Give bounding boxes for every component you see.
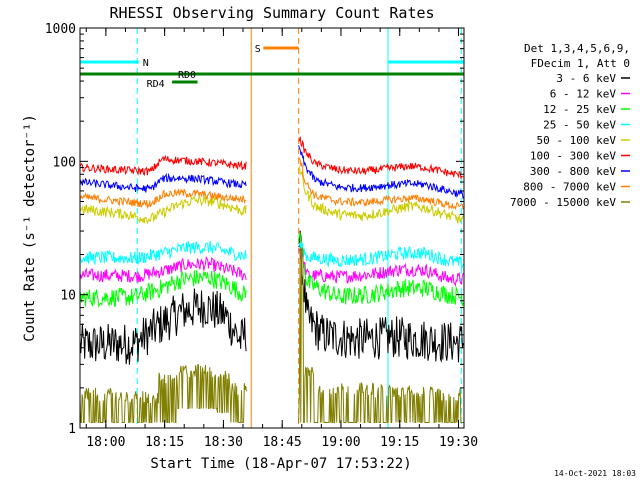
plot-frame [79,27,465,429]
series-trace [298,157,464,211]
y-tick-label: 1000 [45,22,76,37]
flag-label-rd4: RD4 [147,79,165,90]
flag-label-s: S [255,44,261,55]
series-trace [298,145,464,199]
series-trace [79,154,247,177]
series-trace [79,188,247,210]
legend-header-line: FDecim 1, Att 0 [531,57,630,70]
series-trace [79,256,247,283]
y-tick-label: 100 [53,155,76,170]
legend: Det 1,3,4,5,6,9, FDecim 1, Att 0 3 - 6 keV… [510,42,630,209]
series-800-7000-kev [79,157,464,211]
legend-entry-label: 3 - 6 keV [556,72,616,85]
flag-label-n: N [143,58,149,69]
series-trace [298,136,464,179]
x-tick-label: 19:00 [321,435,360,450]
legend-entry-label: 50 - 100 keV [537,134,617,147]
axes: 18:00 18:15 18:30 18:45 19:00 19:15 19:30 1 10 10… [45,22,478,450]
series-50-100-kev [79,166,464,224]
flag-label-rd0: RD0 [178,70,196,81]
footer-timestamp: 14-Oct-2021 18:03 [554,469,636,478]
series-25-50-kev [79,240,464,269]
series-100-300-kev [79,136,464,179]
legend-entry-label: 7000 - 15000 keV [510,196,616,209]
series-trace [79,269,247,309]
y-tick-label: 10 [60,289,76,304]
x-tick-label: 18:30 [204,435,243,450]
series-trace [79,172,247,193]
series-trace [298,242,464,269]
x-tick-label: 19:15 [380,435,419,450]
series-trace [298,166,464,224]
series-trace [298,230,464,363]
y-axis-label: Count Rate (s⁻¹ detector⁻¹) [22,114,38,342]
series-trace [298,246,464,423]
legend-entry-label: 800 - 7000 keV [523,181,616,194]
series-300-800-kev [79,145,464,199]
x-tick-label: 18:00 [86,435,125,450]
legend-entry-label: 25 - 50 keV [543,119,616,132]
legend-entry-label: 12 - 25 keV [543,103,616,116]
series-trace [298,248,464,287]
x-tick-label: 19:30 [439,435,478,450]
legend-entry-label: 100 - 300 keV [530,150,616,163]
legend-header-line: Det 1,3,4,5,6,9, [524,42,630,55]
x-tick-label: 18:15 [145,435,184,450]
series-7000-15000-kev [79,246,464,423]
flag-annotations: N S RD0 RD4 [79,28,464,428]
series-3-6-kev [79,230,464,365]
chart-title: RHESSI Observing Summary Count Rates [109,4,434,22]
series-trace [79,194,247,224]
series-6-12-kev [79,248,464,287]
legend-entry-label: 300 - 800 keV [530,165,616,178]
series-group [79,136,464,423]
x-tick-label: 18:45 [263,435,302,450]
series-12-25-kev [79,231,464,309]
series-trace [79,240,247,266]
series-trace [79,288,247,365]
legend-entry-label: 6 - 12 keV [550,88,617,101]
y-tick-label: 1 [68,422,76,437]
x-axis-label: Start Time (18-Apr-07 17:53:22) [150,456,411,472]
series-trace [79,364,247,423]
series-trace [298,231,464,307]
